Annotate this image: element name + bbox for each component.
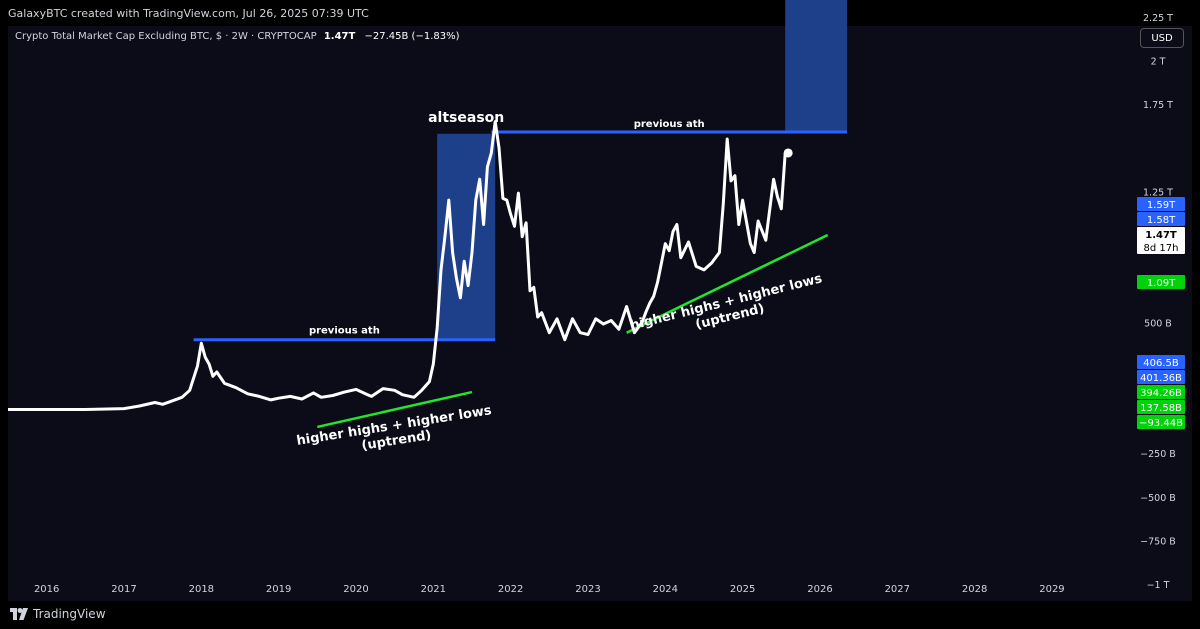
y-tick-label: −1 T bbox=[1147, 580, 1170, 591]
altseason-box bbox=[437, 133, 496, 340]
y-tick-label: −750 B bbox=[1140, 536, 1176, 547]
tradingview-brand: TradingView bbox=[33, 607, 106, 621]
currency-button[interactable]: USD bbox=[1140, 28, 1184, 48]
price-change: −27.45B (−1.83%) bbox=[364, 31, 460, 42]
uptrend-line bbox=[626, 233, 829, 334]
price-badge-label: 401.36B bbox=[1140, 373, 1182, 384]
price-badge bbox=[1137, 400, 1185, 414]
x-tick-label: 2027 bbox=[885, 584, 910, 595]
x-tick-label: 2028 bbox=[962, 584, 987, 595]
x-tick-label: 2020 bbox=[343, 584, 368, 595]
x-tick-label: 2024 bbox=[653, 584, 678, 595]
y-tick-label: 500 B bbox=[1144, 318, 1172, 329]
altseason-box bbox=[785, 0, 848, 133]
price-badge bbox=[1137, 355, 1185, 369]
y-tick-label: 2.25 T bbox=[1143, 13, 1173, 24]
footer-bar bbox=[0, 601, 1200, 629]
y-tick-label: 1.25 T bbox=[1143, 187, 1173, 198]
x-tick-label: 2016 bbox=[34, 584, 59, 595]
y-tick-label: 2 T bbox=[1151, 57, 1166, 68]
last-price-dot bbox=[783, 148, 793, 158]
price-badge bbox=[1137, 385, 1185, 399]
price-badge-label: 1.09T bbox=[1147, 278, 1176, 289]
symbol-title: Crypto Total Market Cap Excluding BTC, $… bbox=[15, 31, 317, 42]
price-badge bbox=[1137, 275, 1185, 289]
altseason-label: altseason bbox=[428, 110, 504, 126]
x-tick-label: 2017 bbox=[111, 584, 136, 595]
previous-ath-label: previous ath bbox=[309, 326, 380, 337]
x-tick-label: 2022 bbox=[498, 584, 523, 595]
price-line bbox=[8, 120, 787, 411]
x-tick-label: 2023 bbox=[575, 584, 600, 595]
attribution-bar: GalaxyBTC created with TradingView.com, … bbox=[0, 0, 1200, 26]
x-tick-label: 2018 bbox=[189, 584, 214, 595]
x-tick-label: 2029 bbox=[1039, 584, 1064, 595]
y-tick-label: −500 B bbox=[1140, 493, 1176, 504]
x-tick-label: 2025 bbox=[730, 584, 755, 595]
x-tick-label: 2019 bbox=[266, 584, 291, 595]
attribution-text: GalaxyBTC created with TradingView.com, … bbox=[8, 7, 369, 20]
price-badge-label: 1.59T bbox=[1147, 200, 1176, 211]
price-badge bbox=[1137, 370, 1185, 384]
price-badge bbox=[1137, 197, 1185, 211]
x-tick-label: 2026 bbox=[807, 584, 832, 595]
price-badge-label: 1.58T bbox=[1147, 215, 1176, 226]
last-price: 1.47T bbox=[323, 31, 356, 42]
tradingview-logo[interactable]: TradingView bbox=[10, 607, 106, 621]
uptrend-label: higher highs + higher lows(uptrend) bbox=[296, 403, 493, 454]
price-badge-label: 137.58B bbox=[1140, 403, 1182, 414]
price-badge bbox=[1137, 240, 1185, 254]
chart-legend: Crypto Total Market Cap Excluding BTC, $… bbox=[15, 31, 460, 42]
uptrend-line bbox=[317, 390, 473, 429]
price-badge-label: 8d 17h bbox=[1144, 243, 1179, 254]
price-badge bbox=[1137, 212, 1185, 226]
x-tick-label: 2021 bbox=[421, 584, 446, 595]
price-badge-label: 406.5B bbox=[1143, 358, 1179, 369]
price-badge-label: 394.26B bbox=[1140, 388, 1182, 399]
chart-area[interactable] bbox=[8, 26, 1192, 601]
y-tick-label: −250 B bbox=[1140, 449, 1176, 460]
y-tick-label: 1.75 T bbox=[1143, 100, 1173, 111]
previous-ath-label: previous ath bbox=[634, 119, 705, 130]
tradingview-logo-icon bbox=[10, 608, 28, 620]
price-badge-label: −93.44B bbox=[1139, 418, 1183, 429]
price-badge-label: 1.47T bbox=[1145, 230, 1177, 241]
price-badge bbox=[1137, 227, 1185, 241]
price-badge bbox=[1137, 415, 1185, 429]
